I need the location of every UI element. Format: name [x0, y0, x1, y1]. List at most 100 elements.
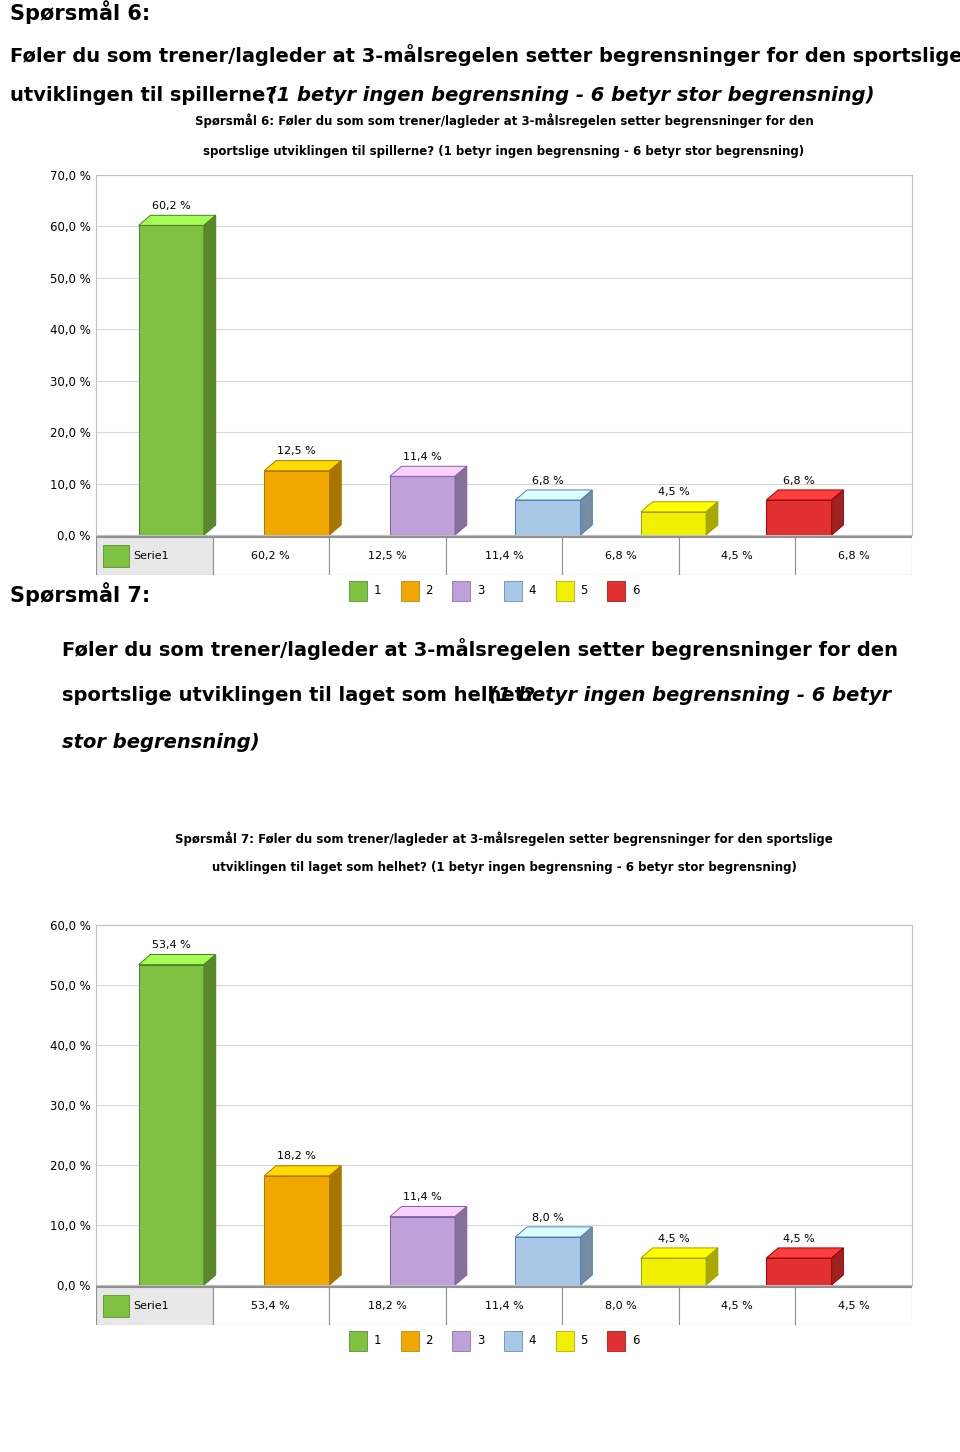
Text: sportslige utviklingen til laget som helhet?: sportslige utviklingen til laget som hel… — [61, 685, 536, 704]
Polygon shape — [641, 513, 707, 534]
Bar — [796, 537, 912, 575]
Polygon shape — [138, 954, 216, 964]
Text: utviklingen til spillerne?: utviklingen til spillerne? — [10, 86, 276, 105]
Bar — [400, 1331, 419, 1350]
Text: Føler du som trener/lagleder at 3-målsregelen setter begrensninger for den: Føler du som trener/lagleder at 3-målsre… — [61, 639, 898, 661]
Polygon shape — [390, 466, 467, 476]
Text: 6: 6 — [632, 1334, 639, 1347]
Polygon shape — [329, 460, 341, 534]
Bar — [679, 1286, 796, 1326]
Polygon shape — [516, 489, 592, 499]
Text: utviklingen til laget som helhet? (1 betyr ingen begrensning - 6 betyr stor begr: utviklingen til laget som helhet? (1 bet… — [211, 861, 797, 874]
Text: sportslige utviklingen til spillerne? (1 betyr ingen begrensning - 6 betyr stor : sportslige utviklingen til spillerne? (1… — [204, 145, 804, 158]
Text: 8,0 %: 8,0 % — [605, 1301, 636, 1311]
Bar — [608, 1331, 625, 1350]
Text: Spørsmål 7: Føler du som trener/lagleder at 3-målsregelen setter begrensninger f: Spørsmål 7: Føler du som trener/lagleder… — [175, 831, 833, 845]
Bar — [796, 1286, 912, 1326]
Polygon shape — [138, 964, 204, 1285]
Text: 6,8 %: 6,8 % — [838, 550, 870, 560]
Bar — [504, 581, 522, 601]
Bar — [212, 1286, 329, 1326]
Text: 8,0 %: 8,0 % — [532, 1212, 564, 1223]
Bar — [212, 537, 329, 575]
Text: 6: 6 — [632, 585, 639, 598]
Bar — [329, 1286, 445, 1326]
Text: 4,5 %: 4,5 % — [783, 1234, 815, 1243]
Polygon shape — [204, 954, 216, 1285]
Bar — [96, 1285, 912, 1305]
Text: 60,2 %: 60,2 % — [252, 550, 290, 560]
Polygon shape — [138, 215, 216, 225]
Text: 4,5 %: 4,5 % — [721, 550, 753, 560]
Text: Serie1: Serie1 — [133, 1301, 169, 1311]
Polygon shape — [766, 1257, 831, 1285]
Bar — [96, 1286, 212, 1326]
Text: 11,4 %: 11,4 % — [403, 1192, 442, 1202]
Bar — [452, 1331, 470, 1350]
Bar — [103, 1295, 129, 1317]
Text: 1: 1 — [373, 1334, 381, 1347]
Bar — [556, 1331, 574, 1350]
Bar — [445, 537, 563, 575]
Polygon shape — [204, 215, 216, 534]
Text: Spørsmål 6:: Spørsmål 6: — [10, 0, 150, 23]
Bar — [679, 537, 796, 575]
Polygon shape — [831, 489, 844, 534]
Text: 18,2 %: 18,2 % — [277, 1151, 316, 1162]
Text: 4,5 %: 4,5 % — [838, 1301, 870, 1311]
Text: 3: 3 — [477, 1334, 484, 1347]
Bar — [504, 1331, 522, 1350]
Text: 11,4 %: 11,4 % — [485, 550, 523, 560]
Text: Spørsmål 6: Føler du som som trener/lagleder at 3-målsregelen setter begrensning: Spørsmål 6: Føler du som som trener/lagl… — [195, 113, 813, 128]
Polygon shape — [641, 502, 718, 513]
Text: 11,4 %: 11,4 % — [403, 452, 442, 462]
Polygon shape — [390, 1207, 467, 1217]
Text: 5: 5 — [580, 585, 588, 598]
Bar — [556, 581, 574, 601]
Polygon shape — [390, 476, 455, 534]
Text: 12,5 %: 12,5 % — [277, 446, 316, 456]
Text: stor begrensning): stor begrensning) — [61, 733, 259, 752]
Text: 2: 2 — [425, 1334, 433, 1347]
Text: 6,8 %: 6,8 % — [605, 550, 636, 560]
Text: Serie1: Serie1 — [133, 550, 169, 560]
Text: 4: 4 — [528, 1334, 536, 1347]
Text: 60,2 %: 60,2 % — [152, 200, 191, 211]
Text: 4,5 %: 4,5 % — [721, 1301, 753, 1311]
Polygon shape — [264, 470, 329, 534]
Bar — [329, 537, 445, 575]
Text: 53,4 %: 53,4 % — [152, 941, 191, 950]
Bar — [349, 1331, 367, 1350]
Polygon shape — [516, 1227, 592, 1237]
Bar — [563, 1286, 679, 1326]
Text: 3: 3 — [477, 585, 484, 598]
Polygon shape — [516, 499, 581, 534]
Text: 2: 2 — [425, 585, 433, 598]
Text: 11,4 %: 11,4 % — [485, 1301, 523, 1311]
Polygon shape — [138, 225, 204, 534]
Polygon shape — [641, 1257, 707, 1285]
Text: Føler du som trener/lagleder at 3-målsregelen setter begrensninger for den sport: Føler du som trener/lagleder at 3-målsre… — [10, 44, 960, 65]
Polygon shape — [264, 460, 341, 470]
Bar — [400, 581, 419, 601]
Polygon shape — [455, 466, 467, 534]
Text: 12,5 %: 12,5 % — [368, 550, 407, 560]
Text: 5: 5 — [580, 1334, 588, 1347]
Polygon shape — [766, 499, 831, 534]
Text: Spørsmål 7:: Spørsmål 7: — [10, 582, 150, 605]
Bar — [452, 581, 470, 601]
Polygon shape — [831, 1247, 844, 1285]
Bar — [445, 1286, 563, 1326]
Polygon shape — [455, 1207, 467, 1285]
Bar — [349, 581, 367, 601]
Polygon shape — [264, 1166, 341, 1176]
Text: 6,8 %: 6,8 % — [532, 476, 564, 485]
Polygon shape — [264, 1176, 329, 1285]
Text: 4: 4 — [528, 585, 536, 598]
Polygon shape — [581, 1227, 592, 1285]
Polygon shape — [581, 489, 592, 534]
Text: (1 betyr ingen begrensning - 6 betyr: (1 betyr ingen begrensning - 6 betyr — [482, 685, 891, 704]
Polygon shape — [390, 1217, 455, 1285]
Polygon shape — [641, 1247, 718, 1257]
Text: 4,5 %: 4,5 % — [658, 488, 689, 498]
